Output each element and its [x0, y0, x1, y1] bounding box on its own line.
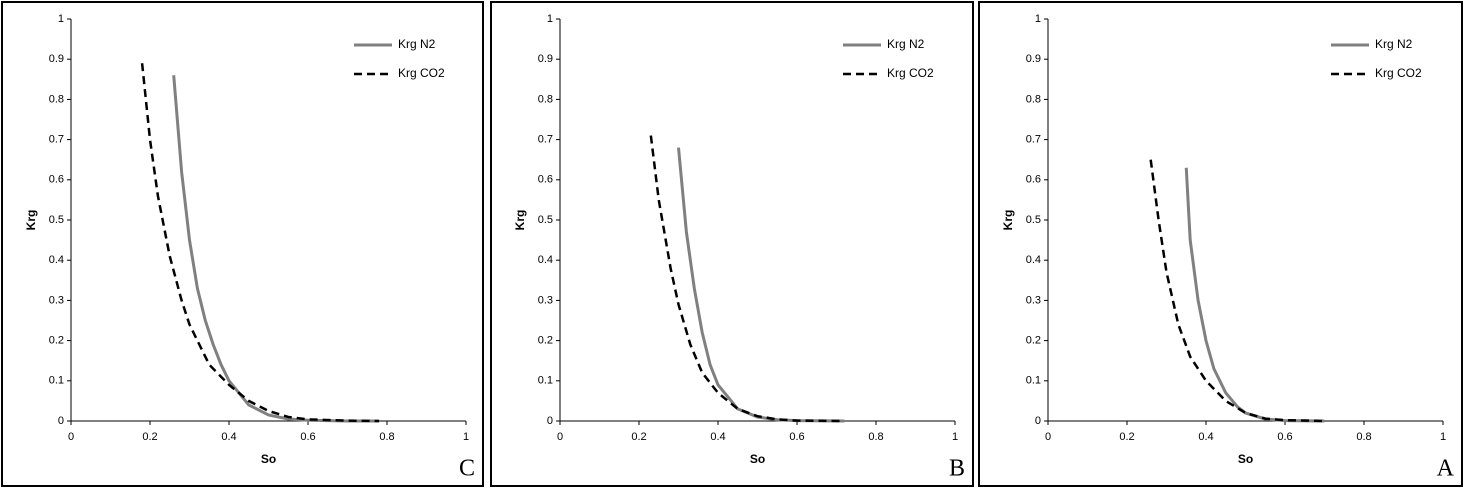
y-tick-label: 1	[1035, 13, 1041, 25]
y-tick-label: 0.6	[1026, 174, 1041, 186]
x-tick-label: 0.2	[1119, 431, 1134, 443]
series-line	[677, 147, 845, 423]
x-tick-label: 0.6	[1277, 431, 1292, 443]
y-tick-label: 0.5	[49, 214, 64, 226]
x-tick-label: 0.2	[142, 431, 157, 443]
y-tick-label: 0	[58, 415, 64, 427]
x-tick-label: 1	[952, 431, 958, 443]
x-tick-label: 0	[68, 431, 74, 443]
y-tick-label: 0.9	[538, 53, 553, 65]
y-tick-label: 0.7	[49, 134, 64, 146]
y-axis-label: Krg	[1001, 210, 1015, 231]
y-tick-label: 0.6	[538, 174, 553, 186]
y-tick-label: 0.3	[538, 294, 553, 306]
y-tick-label: 0.5	[1026, 214, 1041, 226]
x-axis-label: So	[261, 452, 276, 466]
x-tick-label: 0.2	[631, 431, 646, 443]
y-tick-label: 1	[58, 13, 64, 25]
panel-border	[490, 1, 974, 487]
y-tick-label: 0.4	[1026, 254, 1041, 266]
panel-letter: B	[949, 456, 965, 482]
y-tick-label: 0.6	[49, 174, 64, 186]
series-line	[140, 63, 380, 423]
y-tick-label: 0.7	[538, 134, 553, 146]
y-tick-label: 0.8	[538, 93, 553, 105]
y-tick-label: 0.1	[1026, 375, 1041, 387]
y-tick-label: 0.1	[49, 375, 64, 387]
x-tick-label: 1	[463, 431, 469, 443]
x-tick-label: 0	[557, 431, 563, 443]
chart-panel: 0 0.1 0.2 0.3 0.4 0.5 0.6 0.7 0.8 0.9 1 0 0.2 0.4 0.6 0…	[978, 1, 1463, 487]
y-tick-label: 0.9	[1026, 53, 1041, 65]
y-tick-label: 1	[547, 13, 553, 25]
x-tick-label: 0.6	[789, 431, 804, 443]
x-tick-label: 1	[1440, 431, 1446, 443]
y-tick-label: 0.4	[49, 254, 64, 266]
panel-letter: C	[459, 456, 475, 482]
legend-label: Krg CO2	[1375, 66, 1422, 80]
series-line	[649, 135, 845, 423]
legend-label: Krg N2	[887, 37, 925, 51]
x-tick-label: 0.4	[1198, 431, 1213, 443]
y-tick-label: 0.3	[1026, 294, 1041, 306]
panel-border	[1, 1, 484, 487]
panel-border	[978, 1, 1463, 487]
y-tick-label: 0	[547, 415, 553, 427]
y-tick-label: 0.1	[538, 375, 553, 387]
x-tick-label: 0.8	[868, 431, 883, 443]
y-tick-label: 0.8	[49, 93, 64, 105]
y-tick-label: 0.2	[1026, 335, 1041, 347]
series-line	[172, 75, 380, 423]
y-tick-label: 0.2	[538, 335, 553, 347]
x-tick-label: 0.8	[379, 431, 394, 443]
y-tick-label: 0	[1035, 415, 1041, 427]
chart-panel: 0 0.1 0.2 0.3 0.4 0.5 0.6 0.7 0.8 0.9 1 0 0.2 0.4 0.6 0…	[1, 1, 484, 487]
series-line	[1149, 159, 1325, 423]
x-tick-label: 0.4	[710, 431, 725, 443]
legend-label: Krg N2	[1375, 37, 1413, 51]
y-tick-label: 0.4	[538, 254, 553, 266]
x-axis-label: So	[1238, 452, 1253, 466]
x-axis-label: So	[750, 452, 765, 466]
panel-letter: A	[1437, 456, 1455, 482]
x-tick-label: 0.4	[221, 431, 236, 443]
x-tick-label: 0	[1045, 431, 1051, 443]
y-tick-label: 0.2	[49, 335, 64, 347]
legend-label: Krg CO2	[887, 66, 934, 80]
x-tick-label: 0.8	[1356, 431, 1371, 443]
y-tick-label: 0.7	[1026, 134, 1041, 146]
y-tick-label: 0.9	[49, 53, 64, 65]
y-axis-label: Krg	[24, 210, 38, 231]
legend-label: Krg CO2	[398, 66, 445, 80]
y-axis-label: Krg	[513, 210, 527, 231]
y-tick-label: 0.8	[1026, 93, 1041, 105]
series-line	[1184, 167, 1325, 423]
y-tick-label: 0.3	[49, 294, 64, 306]
x-tick-label: 0.6	[300, 431, 315, 443]
legend-label: Krg N2	[398, 37, 436, 51]
chart-panel: 0 0.1 0.2 0.3 0.4 0.5 0.6 0.7 0.8 0.9 1 0 0.2 0.4 0.6 0…	[490, 1, 974, 487]
y-tick-label: 0.5	[538, 214, 553, 226]
